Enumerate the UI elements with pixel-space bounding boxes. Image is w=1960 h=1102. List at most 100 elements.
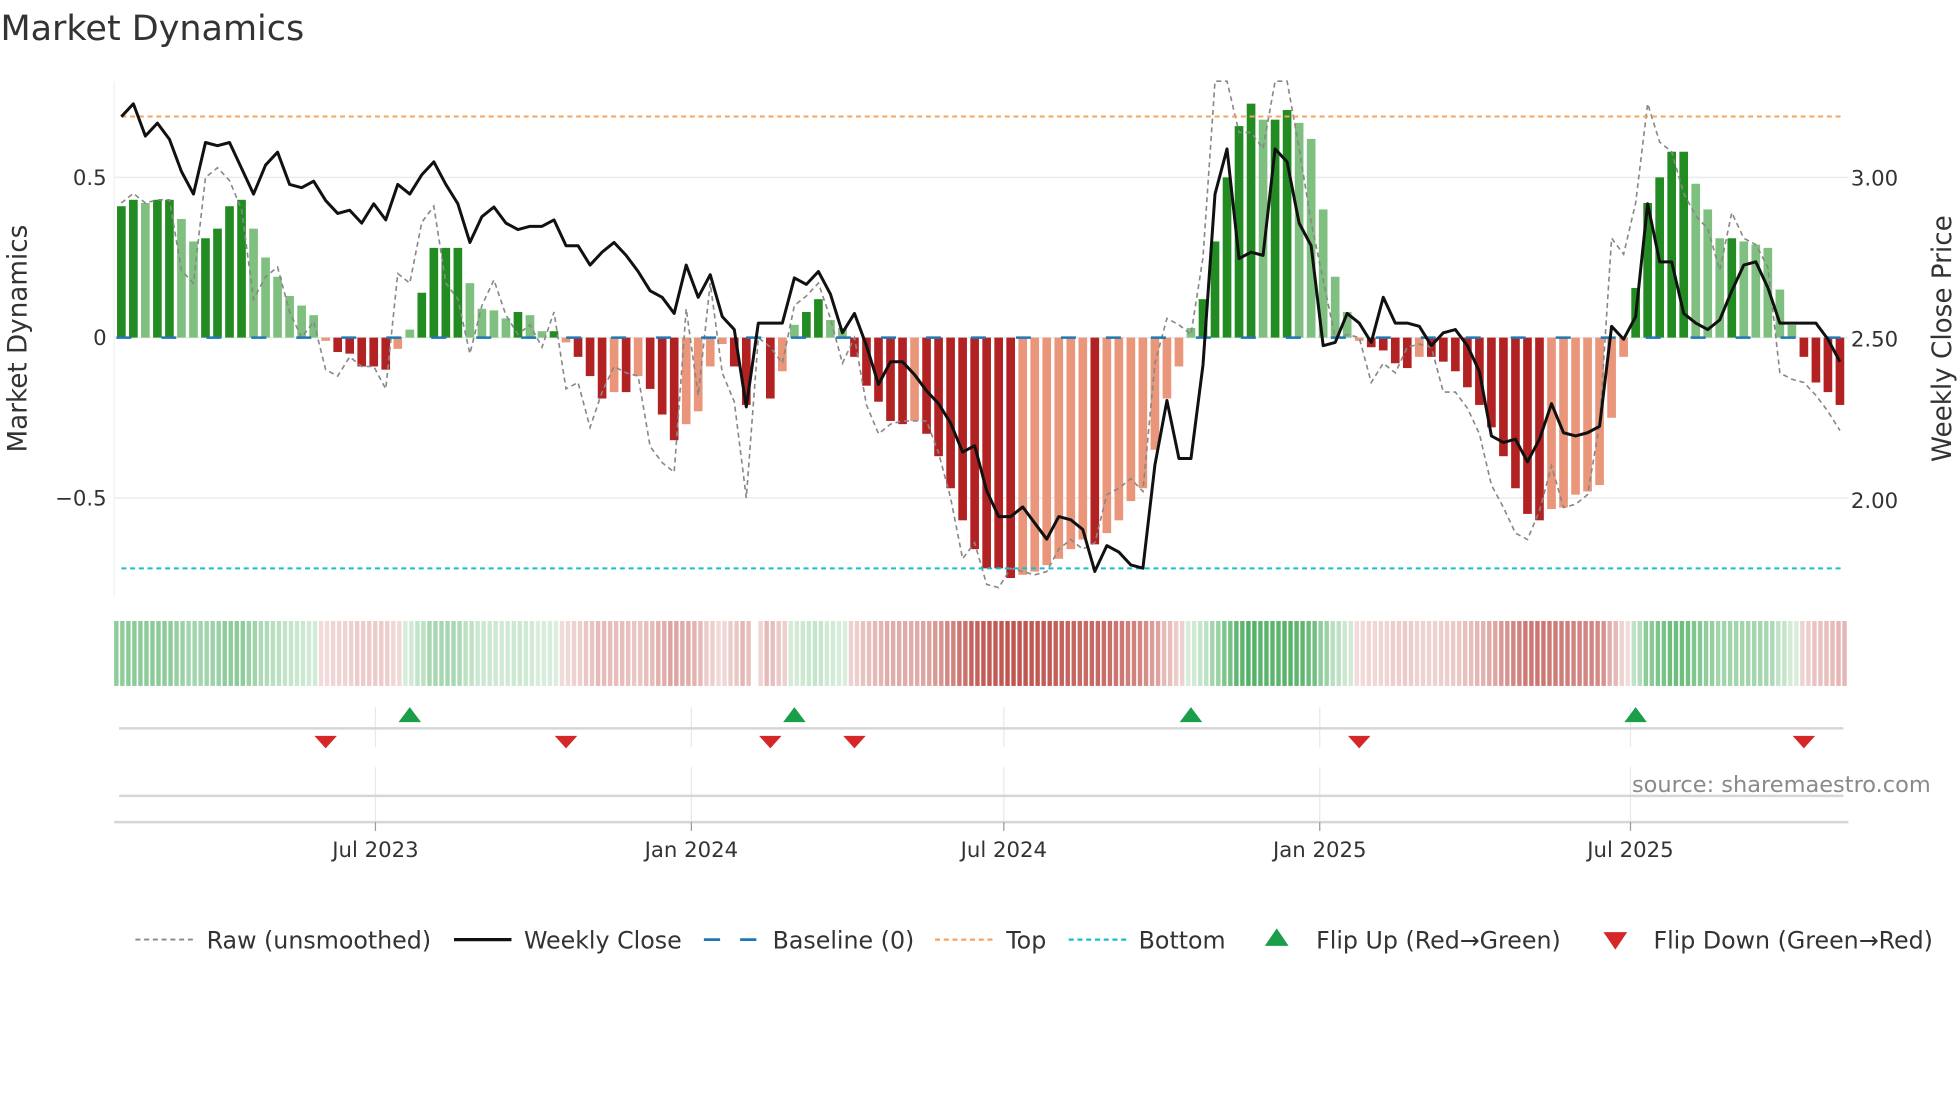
regime-cell <box>1462 620 1468 686</box>
regime-cell <box>282 620 288 686</box>
regime-cell <box>740 620 745 686</box>
momentum-bar <box>1715 238 1725 338</box>
momentum-bar <box>886 337 895 421</box>
regime-cell <box>168 620 173 686</box>
regime-cell <box>1131 620 1137 686</box>
momentum-bar <box>1607 337 1616 418</box>
momentum-bar <box>826 319 835 338</box>
regime-cell <box>728 620 733 686</box>
regime-cell <box>553 620 559 686</box>
regime-cell <box>264 620 270 686</box>
momentum-bar <box>1054 337 1064 559</box>
momentum-bar <box>1030 337 1040 572</box>
momentum-bar <box>766 337 775 399</box>
regime-cell <box>1384 620 1390 686</box>
momentum-bar <box>1222 177 1232 338</box>
momentum-bar <box>1523 337 1532 514</box>
regime-cell <box>1324 620 1329 686</box>
regime-cell <box>1565 620 1570 686</box>
legend-label-bottom: Bottom <box>1139 926 1226 954</box>
weekly-close-line <box>120 102 1842 573</box>
regime-cell <box>722 620 727 686</box>
regime-cell <box>288 620 294 686</box>
regime-cell <box>481 620 486 686</box>
regime-cell <box>1511 620 1516 686</box>
momentum-bar <box>669 337 679 441</box>
regime-cell <box>1523 620 1528 686</box>
regime-cell <box>1535 620 1540 686</box>
regime-cell <box>1240 620 1245 686</box>
regime-cell <box>210 620 215 686</box>
legend-label-top: Top <box>1005 926 1046 954</box>
momentum-bar <box>597 337 607 399</box>
momentum-bar <box>693 337 703 412</box>
flip-up-marker <box>398 707 422 723</box>
regime-cell <box>547 620 553 686</box>
regime-cell <box>144 620 149 686</box>
regime-cell <box>294 620 300 686</box>
regime-cell <box>1047 620 1052 686</box>
regime-cell <box>312 620 318 686</box>
momentum-bar <box>1823 337 1833 393</box>
regime-cell <box>872 620 878 686</box>
momentum-bar <box>1835 337 1845 405</box>
regime-cell <box>1204 620 1209 686</box>
legend-label-baseline: Baseline (0) <box>773 926 915 954</box>
regime-cell <box>1782 620 1787 686</box>
momentum-bar <box>874 337 883 402</box>
regime-cell <box>1721 620 1727 686</box>
regime-cell <box>228 620 233 686</box>
regime-cell <box>300 620 306 686</box>
regime-cell <box>385 620 390 686</box>
momentum-bar <box>1547 337 1556 510</box>
regime-cell <box>427 620 432 686</box>
regime-cell <box>1589 620 1594 686</box>
legend-flip-up-icon <box>1264 928 1289 946</box>
regime-cell <box>198 620 203 686</box>
momentum-bar <box>1679 151 1689 338</box>
regime-cell <box>668 620 673 686</box>
regime-cell <box>933 620 938 686</box>
momentum-bar <box>982 337 991 569</box>
momentum-bar <box>645 337 655 389</box>
momentum-bar <box>1102 337 1112 534</box>
momentum-bar <box>153 199 162 338</box>
momentum-bar <box>1799 337 1809 357</box>
momentum-bar <box>1198 299 1208 338</box>
momentum-bar <box>393 337 403 349</box>
regime-cell <box>963 620 968 686</box>
momentum-bar <box>1451 337 1460 372</box>
regime-cell <box>1842 620 1847 686</box>
regime-cell <box>1083 620 1089 686</box>
regime-cell <box>367 620 372 686</box>
regime-cell <box>1306 620 1311 686</box>
regime-cell <box>1029 620 1034 686</box>
regime-cell <box>222 620 227 686</box>
momentum-bar <box>1787 324 1797 338</box>
regime-cell <box>1631 620 1636 686</box>
regime-cell <box>1077 620 1082 686</box>
regime-cell <box>1366 620 1372 686</box>
momentum-bar <box>381 337 391 370</box>
regime-cell <box>680 620 685 686</box>
momentum-bar <box>417 292 427 338</box>
regime-cell <box>487 620 492 686</box>
regime-cell <box>463 620 468 686</box>
regime-cell <box>1258 620 1263 686</box>
regime-cell <box>324 620 330 686</box>
momentum-bar <box>729 337 739 367</box>
regime-cell <box>1643 620 1649 686</box>
momentum-bar <box>177 219 186 338</box>
momentum-bar <box>1511 337 1520 489</box>
momentum-bar <box>1751 244 1761 338</box>
regime-cell <box>204 620 209 686</box>
regime-cell <box>451 620 456 686</box>
momentum-bar <box>910 337 919 421</box>
regime-cell <box>162 620 167 686</box>
regime-cell <box>1023 620 1028 686</box>
regime-cell <box>246 620 252 686</box>
regime-cell <box>1107 620 1113 686</box>
regime-cell <box>1468 620 1474 686</box>
regime-cell <box>1101 620 1107 686</box>
regime-cell <box>1282 620 1287 686</box>
